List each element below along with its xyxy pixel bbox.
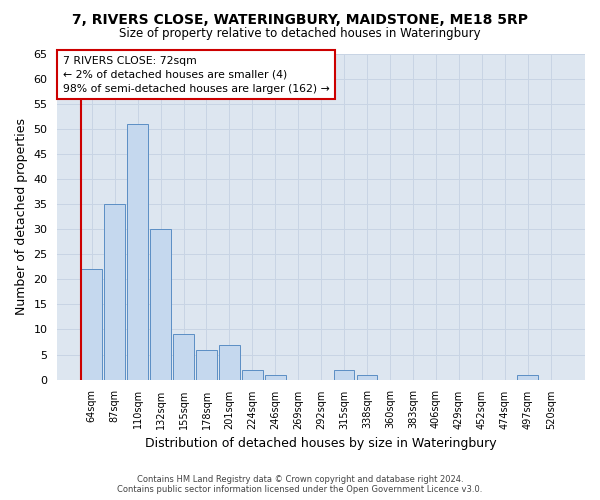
Bar [127, 124, 148, 380]
Bar [219, 344, 240, 380]
Bar [173, 334, 194, 380]
Bar [517, 374, 538, 380]
X-axis label: Distribution of detached houses by size in Wateringbury: Distribution of detached houses by size … [145, 437, 497, 450]
Text: Contains HM Land Registry data © Crown copyright and database right 2024.
Contai: Contains HM Land Registry data © Crown c… [118, 474, 482, 494]
Bar [196, 350, 217, 380]
Text: Size of property relative to detached houses in Wateringbury: Size of property relative to detached ho… [119, 28, 481, 40]
Bar [82, 270, 102, 380]
Text: 7 RIVERS CLOSE: 72sqm
← 2% of detached houses are smaller (4)
98% of semi-detach: 7 RIVERS CLOSE: 72sqm ← 2% of detached h… [62, 56, 329, 94]
Bar [334, 370, 355, 380]
Bar [357, 374, 377, 380]
Bar [104, 204, 125, 380]
Bar [265, 374, 286, 380]
Text: 7, RIVERS CLOSE, WATERINGBURY, MAIDSTONE, ME18 5RP: 7, RIVERS CLOSE, WATERINGBURY, MAIDSTONE… [72, 12, 528, 26]
Y-axis label: Number of detached properties: Number of detached properties [15, 118, 28, 316]
Bar [242, 370, 263, 380]
Bar [150, 230, 171, 380]
